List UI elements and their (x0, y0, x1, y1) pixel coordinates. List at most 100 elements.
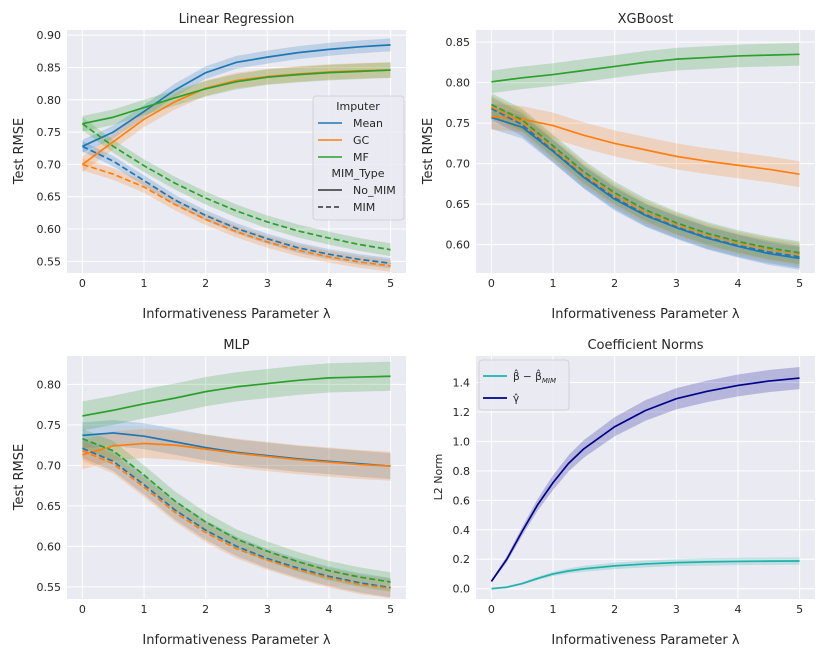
x-tick-label: 4 (325, 277, 332, 290)
panel-title: MLP (223, 338, 249, 353)
y-tick-label: 0.75 (37, 419, 62, 432)
x-axis-label: Informativeness Parameter λ (551, 633, 739, 648)
legend-label-mean: Mean (353, 117, 383, 130)
y-tick-label: 0.75 (446, 117, 471, 130)
y-tick-label: 0.70 (446, 158, 471, 171)
x-tick-label: 2 (611, 277, 618, 290)
mean-mim-line (82, 145, 391, 265)
y-tick-label: 1.0 (453, 435, 471, 448)
gc-no-mim-confidence-band (491, 103, 800, 188)
legend-linear-regression: Imputer Mean GC MF MIM_Type No_MIM MIM (312, 95, 405, 221)
mean-no-mim-line (491, 116, 800, 260)
legend-label-mim: MIM (353, 201, 375, 214)
mf-no-mim-line (491, 53, 800, 83)
y-tick-label: 0.2 (453, 553, 471, 566)
y-tick-label: 0.70 (37, 158, 62, 171)
y-tick-label: 1.2 (453, 406, 471, 419)
x-tick-label: 1 (141, 277, 148, 290)
x-tick-label: 0 (79, 277, 86, 290)
beta-line (491, 560, 800, 590)
mean-mim-line (82, 447, 391, 589)
legend-label-gc: GC (353, 134, 370, 147)
legend-frame (478, 359, 570, 411)
gc-no-mim-line (491, 115, 800, 176)
y-tick-label: 0.85 (37, 61, 62, 74)
mf-no-mim-line (82, 375, 391, 417)
series-layer (490, 367, 800, 590)
y-tick-label: 0.55 (37, 581, 62, 594)
x-tick-label: 1 (550, 603, 557, 616)
y-tick-label: 0.60 (446, 239, 471, 252)
gc-no-mim-confidence-band (82, 62, 391, 173)
legend-frame (312, 95, 405, 221)
x-tick-label: 4 (734, 277, 741, 290)
plot-area (67, 356, 406, 599)
x-tick-label: 3 (264, 277, 271, 290)
mf-no-mim-confidence-band (491, 42, 800, 94)
legend-label-mf: MF (353, 151, 369, 164)
y-tick-label: 0.90 (37, 29, 62, 42)
y-tick-label: 0.8 (453, 465, 471, 478)
mlp-panel: MLP Informativeness Parameter λ Test RMS… (12, 338, 406, 648)
panel-title: Coefficient Norms (587, 338, 703, 353)
mean-no-mim-confidence-band (82, 38, 391, 153)
legend-label-gamma: γ̂ (513, 393, 519, 405)
gc-mim-line (82, 163, 391, 267)
series-layer (491, 42, 800, 270)
x-tick-label: 0 (488, 277, 495, 290)
panel-title: Linear Regression (179, 12, 295, 27)
mf-no-mim-line (82, 69, 391, 125)
x-tick-label: 5 (796, 277, 803, 290)
x-tick-label: 0 (488, 603, 495, 616)
x-tick-label: 2 (611, 603, 618, 616)
y-tick-label: 0.65 (37, 500, 62, 513)
x-tick-label: 1 (550, 277, 557, 290)
y-tick-label: 0.65 (446, 198, 471, 211)
mean-mim-confidence-band (491, 97, 800, 269)
x-tick-label: 2 (202, 277, 209, 290)
y-tick-label: 1.4 (453, 377, 471, 390)
panel-title: XGBoost (618, 12, 674, 27)
mean-mim-confidence-band (82, 141, 391, 269)
legend-title-imputer: Imputer (336, 100, 380, 113)
gc-no-mim-confidence-band (82, 428, 391, 481)
mf-mim-line (81, 123, 391, 251)
beta-confidence-band (491, 557, 800, 590)
mean-no-mim-confidence-band (82, 419, 391, 480)
gc-mim-line (82, 449, 391, 590)
x-tick-label: 3 (673, 277, 680, 290)
x-tick-label: 5 (387, 277, 394, 290)
series-layer (82, 361, 391, 599)
y-tick-label: 0.4 (453, 524, 471, 537)
y-tick-label: 0.65 (37, 191, 62, 204)
y-axis-label: Test RMSE (12, 444, 27, 511)
y-tick-label: 0.80 (37, 94, 62, 107)
mf-mim-line (82, 437, 391, 583)
x-tick-label: 1 (141, 603, 148, 616)
mean-mim-confidence-band (82, 438, 391, 598)
mf-no-mim-confidence-band (82, 62, 391, 132)
x-axis-label: Informativeness Parameter λ (142, 307, 330, 322)
x-tick-label: 4 (734, 603, 741, 616)
mf-mim-confidence-band (491, 93, 800, 265)
x-axis-label: Informativeness Parameter λ (551, 307, 739, 322)
y-tick-label: 0.80 (37, 378, 62, 391)
x-tick-label: 5 (387, 603, 394, 616)
mean-no-mim-line (82, 44, 391, 148)
gc-no-mim-line (82, 442, 391, 468)
y-axis-label: Test RMSE (12, 118, 27, 185)
x-axis-label: Informativeness Parameter λ (142, 633, 330, 648)
y-tick-label: 0.85 (446, 36, 471, 49)
y-tick-label: 0.55 (37, 255, 62, 268)
legend-coefficient-norms: β̂ − β̂MIM γ̂ (478, 359, 570, 411)
xgboost-panel: XGBoost Informativeness Parameter λ Test… (421, 12, 815, 322)
mim-subscript: MIM (542, 377, 556, 385)
x-tick-label: 5 (796, 603, 803, 616)
y-axis-label: Test RMSE (421, 118, 436, 185)
y-tick-label: 0.75 (37, 126, 62, 139)
y-tick-label: 0.80 (446, 77, 471, 90)
gc-mim-confidence-band (82, 441, 391, 599)
y-tick-label: 0.0 (453, 583, 471, 596)
y-tick-label: 0.6 (453, 494, 471, 507)
